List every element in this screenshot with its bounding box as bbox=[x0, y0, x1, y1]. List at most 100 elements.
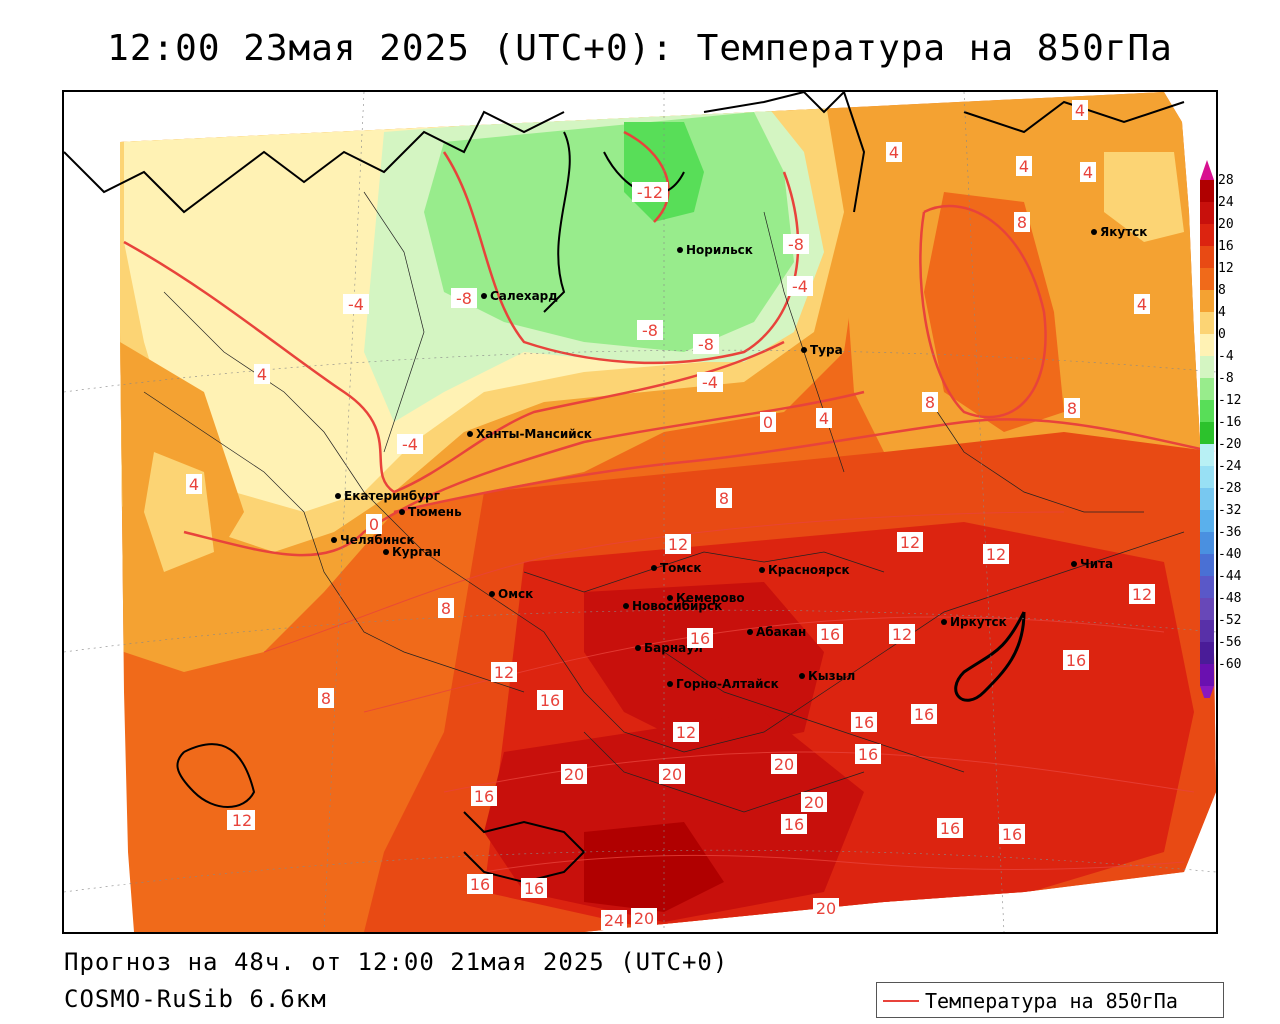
colorbar-tick-label: -48 bbox=[1218, 591, 1241, 606]
colorbar-swatch bbox=[1200, 532, 1214, 554]
colorbar-tick-label: 8 bbox=[1218, 283, 1226, 298]
svg-text:12: 12 bbox=[232, 811, 252, 830]
contour-value-labels: 4 4 4 4 4 8 -12 -8 -8 -4 -8 -8 -4 -4 0 4 -4 0 4 8 8 4 8 12 12 12 8… bbox=[186, 100, 1155, 930]
contour-value-label: -8 bbox=[451, 288, 477, 308]
city-label: Екатеринбург bbox=[344, 489, 440, 503]
model-info: COSMO-RuSib 6.6км bbox=[64, 985, 327, 1013]
svg-text:16: 16 bbox=[540, 691, 560, 710]
contour-value-label: 4 bbox=[1016, 156, 1032, 176]
colorbar-swatch bbox=[1200, 400, 1214, 422]
contour-value-label: 12 bbox=[673, 722, 699, 742]
contour-value-label: 16 bbox=[937, 818, 963, 838]
contour-value-label: 20 bbox=[801, 792, 827, 812]
colorbar-swatch bbox=[1200, 620, 1214, 642]
colorbar-top-arrow bbox=[1200, 160, 1214, 180]
legend-line-swatch bbox=[883, 1000, 919, 1002]
city-dot bbox=[489, 591, 495, 597]
svg-text:16: 16 bbox=[474, 787, 494, 806]
city-label: Красноярск bbox=[768, 563, 850, 577]
city-dot bbox=[399, 509, 405, 515]
contour-value-label: -4 bbox=[697, 372, 723, 392]
contour-value-label: 12 bbox=[229, 810, 255, 830]
colorbar-swatch bbox=[1200, 290, 1214, 312]
contour-value-label: 8 bbox=[318, 688, 334, 708]
contour-value-label: 4 bbox=[254, 364, 270, 384]
colorbar-tick-label: 20 bbox=[1218, 217, 1234, 232]
city-dot bbox=[383, 549, 389, 555]
city-dot bbox=[331, 537, 337, 543]
svg-text:12: 12 bbox=[676, 723, 696, 742]
svg-text:12: 12 bbox=[668, 535, 688, 554]
contour-value-label: -8 bbox=[783, 234, 809, 254]
svg-text:4: 4 bbox=[189, 475, 199, 494]
svg-text:12: 12 bbox=[892, 625, 912, 644]
contour-value-label: 16 bbox=[467, 874, 493, 894]
colorbar-tick-label: 0 bbox=[1218, 327, 1226, 342]
city-dot bbox=[1071, 561, 1077, 567]
contour-value-label: 12 bbox=[665, 534, 691, 554]
svg-text:-4: -4 bbox=[402, 435, 418, 454]
contour-value-label: 16 bbox=[817, 624, 843, 644]
colorbar-tick-label: 12 bbox=[1218, 261, 1234, 276]
svg-text:4: 4 bbox=[257, 365, 267, 384]
contour-value-label: -12 bbox=[632, 182, 668, 202]
city-label: Тура bbox=[810, 343, 843, 357]
colorbar-tick-label: -8 bbox=[1218, 371, 1234, 386]
colorbar-tick-label: -16 bbox=[1218, 415, 1241, 430]
svg-text:24: 24 bbox=[604, 911, 624, 930]
contour-value-label: -4 bbox=[397, 434, 423, 454]
svg-text:4: 4 bbox=[1137, 295, 1147, 314]
city-label: Томск bbox=[660, 561, 702, 575]
svg-text:20: 20 bbox=[816, 899, 836, 918]
contour-value-label: 4 bbox=[816, 408, 832, 428]
contour-value-label: 12 bbox=[983, 544, 1009, 564]
colorbar-tick-label: 24 bbox=[1218, 195, 1234, 210]
colorbar-tick-label: -4 bbox=[1218, 349, 1234, 364]
colorbar-swatch bbox=[1200, 180, 1214, 202]
svg-text:16: 16 bbox=[784, 815, 804, 834]
svg-text:4: 4 bbox=[1019, 157, 1029, 176]
svg-text:16: 16 bbox=[820, 625, 840, 644]
map-panel[interactable]: Салехард Норильск Тура Якутск Ханты-Мансийск… bbox=[62, 90, 1218, 934]
svg-text:12: 12 bbox=[1132, 585, 1152, 604]
forecast-info: Прогноз на 48ч. от 12:00 21мая 2025 (UTC… bbox=[64, 948, 729, 976]
colorbar-tick-label: -36 bbox=[1218, 525, 1241, 540]
contour-value-label: 16 bbox=[1063, 650, 1089, 670]
svg-text:8: 8 bbox=[1017, 213, 1027, 232]
svg-text:16: 16 bbox=[690, 629, 710, 648]
svg-text:8: 8 bbox=[441, 599, 451, 618]
legend: Температура на 850гПа bbox=[876, 982, 1224, 1018]
svg-text:12: 12 bbox=[494, 663, 514, 682]
colorbar-swatch bbox=[1200, 466, 1214, 488]
svg-text:-8: -8 bbox=[456, 289, 472, 308]
contour-value-label: 16 bbox=[781, 814, 807, 834]
map-title: 12:00 23мая 2025 (UTC+0): Температура на… bbox=[107, 28, 1173, 69]
contour-value-label: 16 bbox=[537, 690, 563, 710]
contour-value-label: 4 bbox=[1072, 100, 1088, 120]
city-dot bbox=[747, 629, 753, 635]
colorbar-tick-label: -60 bbox=[1218, 657, 1241, 672]
colorbar-tick-label: -12 bbox=[1218, 393, 1241, 408]
city-label: Абакан bbox=[756, 625, 806, 639]
colorbar-tick-label: -28 bbox=[1218, 481, 1241, 496]
city-dot bbox=[759, 567, 765, 573]
contour-value-label: 4 bbox=[886, 142, 902, 162]
colorbar-swatch bbox=[1200, 268, 1214, 290]
contour-value-label: 4 bbox=[186, 474, 202, 494]
contour-value-label: 8 bbox=[716, 488, 732, 508]
city-dot bbox=[651, 565, 657, 571]
city-dot bbox=[667, 595, 673, 601]
city-dot bbox=[801, 347, 807, 353]
colorbar-bottom-arrow bbox=[1200, 686, 1214, 698]
colorbar-swatch bbox=[1200, 444, 1214, 466]
city-dot bbox=[677, 247, 683, 253]
contour-value-label: 12 bbox=[1129, 584, 1155, 604]
city-dot bbox=[799, 673, 805, 679]
svg-text:16: 16 bbox=[524, 879, 544, 898]
colorbar-swatch bbox=[1200, 224, 1214, 246]
svg-text:0: 0 bbox=[763, 413, 773, 432]
svg-text:12: 12 bbox=[900, 533, 920, 552]
colorbar-swatch bbox=[1200, 510, 1214, 532]
city-dot bbox=[623, 603, 629, 609]
svg-text:-8: -8 bbox=[642, 321, 658, 340]
